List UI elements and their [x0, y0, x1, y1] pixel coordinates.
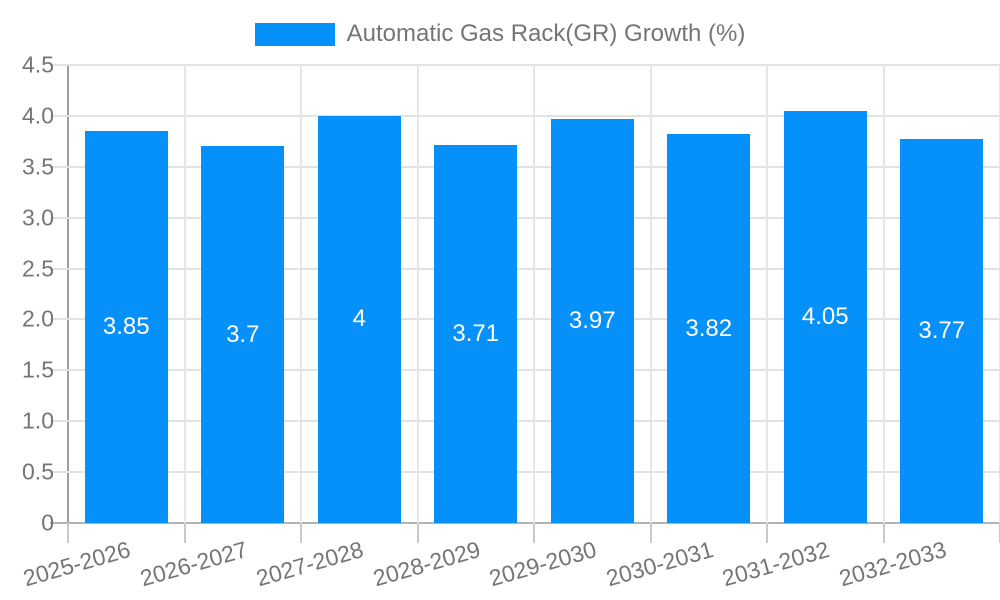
bar-value-label: 3.77	[918, 317, 966, 345]
bar-value-label: 3.85	[102, 313, 150, 341]
bar[interactable]: 3.85	[84, 131, 168, 523]
gridline-vertical	[882, 65, 885, 523]
gridline-horizontal	[50, 267, 1000, 270]
gridline-horizontal	[50, 471, 1000, 474]
gridline-horizontal	[50, 165, 1000, 168]
gridline-vertical	[766, 65, 768, 523]
gridline-vertical	[533, 65, 535, 523]
x-axis-labels: 2025-2026 2026-2027 2027-2028 2028-2029 2029…	[21, 523, 1000, 600]
bar[interactable]: 3.82	[667, 134, 751, 523]
x-axis-tick	[67, 523, 69, 543]
bar[interactable]: 3.7	[201, 146, 285, 523]
y-axis-line	[67, 65, 69, 543]
gridline-horizontal	[50, 318, 1000, 321]
x-axis-tick	[300, 523, 302, 543]
gridline-horizontal	[50, 522, 1000, 524]
gridline-horizontal	[50, 114, 1000, 117]
y-axis-tick-label: 3.0	[22, 204, 54, 231]
gridline-horizontal	[50, 369, 1000, 372]
bar-value-label: 3.97	[568, 306, 616, 334]
y-axis-tick-label: 0.5	[22, 458, 54, 485]
gridline-vertical	[183, 65, 186, 523]
plot-area: 0 0.5 1.0 1.5 2.0 2.5 3.0 3.5 4.0 4.5 3.85 3.7 4 3.71…	[22, 52, 1000, 543]
bar-value-label: 3.7	[226, 320, 260, 348]
y-axis-tick-label: 2.0	[22, 305, 54, 332]
x-axis-tick	[649, 523, 652, 543]
y-axis-tick-label: 2.5	[22, 255, 54, 282]
gridline-horizontal	[50, 216, 1000, 219]
legend: Automatic Gas Rack(GR) Growth (%)	[0, 20, 1000, 48]
x-axis-tick	[183, 523, 186, 543]
bar-value-label: 4.05	[801, 302, 849, 330]
bar-value-label: 4	[352, 305, 366, 333]
y-axis-tick-label: 4.5	[22, 51, 54, 78]
bar-value-label: 3.71	[452, 320, 500, 348]
y-axis-tick-label: 1.0	[22, 407, 54, 434]
bar[interactable]: 4	[317, 115, 401, 523]
y-axis-tick-label: 0	[41, 509, 54, 536]
x-axis-tick	[766, 523, 768, 543]
gridline-horizontal	[50, 64, 1000, 66]
legend-swatch	[254, 22, 335, 46]
y-axis-tick-label: 1.5	[22, 356, 54, 383]
gridline-horizontal	[50, 420, 1000, 423]
gridline-vertical	[300, 65, 302, 523]
bar[interactable]: 3.97	[550, 118, 634, 523]
gridline-vertical	[649, 65, 652, 523]
y-axis-tick-label: 4.0	[22, 102, 54, 129]
bar[interactable]: 3.77	[900, 139, 984, 523]
bar[interactable]: 4.05	[783, 110, 867, 523]
gridline-vertical	[416, 65, 419, 523]
x-axis-tick	[882, 523, 885, 543]
y-axis-tick-label: 3.5	[22, 153, 54, 180]
bar-value-label: 3.82	[685, 314, 733, 342]
x-axis-tick	[533, 523, 535, 543]
legend-label: Automatic Gas Rack(GR) Growth (%)	[346, 20, 746, 47]
x-axis-tick	[416, 523, 419, 543]
bar[interactable]: 3.71	[434, 145, 518, 523]
